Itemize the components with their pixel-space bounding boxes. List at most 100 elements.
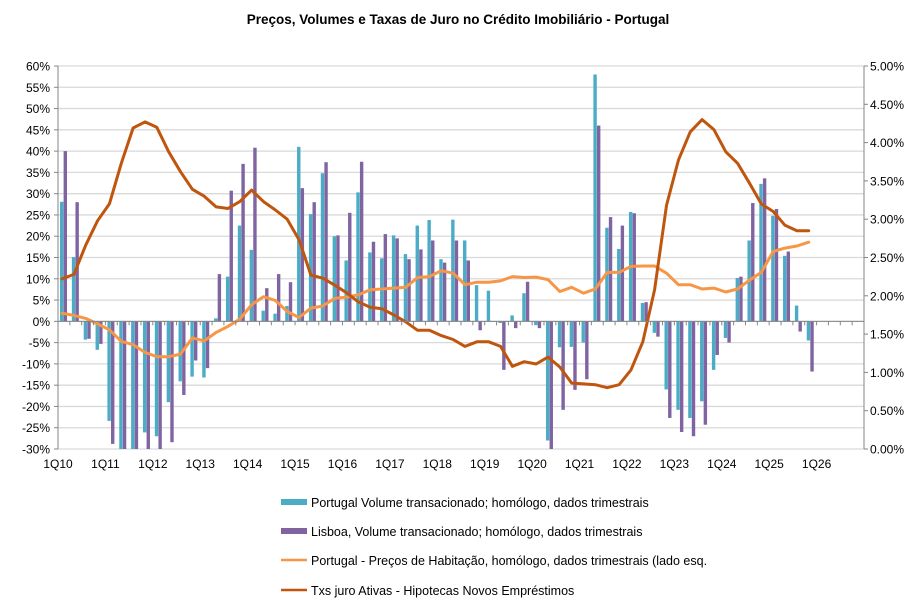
left-tick-label: -5% [29, 336, 51, 350]
bar-lisboa [597, 126, 600, 322]
bar-portugal [392, 235, 395, 321]
bar-lisboa [336, 235, 339, 321]
legend-label: Portugal Volume transacionado; homólogo,… [311, 496, 649, 510]
bar-lisboa [514, 321, 517, 328]
bar-portugal [593, 75, 596, 322]
bar-lisboa [751, 203, 754, 321]
bar-lisboa [253, 148, 256, 322]
bar-portugal [783, 256, 786, 322]
bar-lisboa [478, 321, 481, 330]
bar-portugal [475, 285, 478, 321]
bar-lisboa [360, 162, 363, 322]
x-tick-label: 1Q22 [612, 457, 642, 471]
bar-portugal [771, 216, 774, 322]
x-tick-label: 1Q16 [328, 457, 358, 471]
bar-lisboa [739, 277, 742, 322]
bar-portugal [451, 220, 454, 322]
bar-lisboa [170, 321, 173, 442]
bar-lisboa [668, 321, 671, 418]
bar-lisboa [218, 274, 221, 321]
bar-lisboa [87, 321, 90, 338]
bar-lisboa [573, 321, 576, 390]
bar-lisboa [727, 321, 730, 342]
bar-lisboa [609, 217, 612, 321]
bar-portugal [72, 257, 75, 321]
left-tick-label: 40% [26, 145, 50, 159]
bar-lisboa [324, 162, 327, 321]
right-axis-tick-labels: 0.00%0.50%1.00%1.50%2.00%2.50%3.00%3.50%… [870, 60, 904, 457]
bar-portugal [226, 277, 229, 322]
bar-lisboa [348, 213, 351, 322]
bar-portugal [427, 220, 430, 321]
bar-portugal [795, 306, 798, 322]
left-tick-label: 35% [26, 166, 50, 180]
bar-lisboa [775, 209, 778, 321]
bar-portugal [522, 293, 525, 321]
bar-portugal [534, 321, 537, 325]
bar-lisboa [182, 321, 185, 395]
bar-portugal [321, 173, 324, 321]
bar-lisboa [538, 321, 541, 328]
bar-lisboa [395, 238, 398, 321]
bar-portugal [712, 321, 715, 370]
bar-portugal [202, 321, 205, 377]
left-tick-label: 10% [26, 272, 50, 286]
bar-lisboa [692, 321, 695, 436]
legend-label: Portugal - Preços de Habitação, homólogo… [311, 554, 707, 568]
left-tick-label: 25% [26, 208, 50, 222]
bar-lisboa [407, 259, 410, 321]
bar-portugal [736, 278, 739, 321]
bar-lisboa [64, 151, 67, 321]
bar-portugal [131, 321, 134, 449]
bar-portugal [665, 321, 668, 389]
bar-portugal [439, 259, 442, 321]
x-tick-label: 1Q13 [186, 457, 216, 471]
right-tick-label: 0.00% [870, 443, 904, 457]
x-tick-label: 1Q17 [375, 457, 405, 471]
bar-portugal [238, 226, 241, 322]
left-tick-label: 60% [26, 60, 50, 74]
bar-portugal [262, 311, 265, 322]
bar-portugal [582, 321, 585, 342]
left-tick-label: 20% [26, 230, 50, 244]
bar-lisboa [277, 274, 280, 321]
bar-lisboa [289, 282, 292, 321]
bar-portugal [463, 240, 466, 321]
right-tick-label: 3.00% [870, 213, 904, 227]
bar-lisboa [467, 260, 470, 321]
chart-title: Preços, Volumes e Taxas de Juro no Crédi… [247, 12, 670, 27]
legend-swatch-1 [281, 528, 307, 534]
bar-portugal [641, 303, 644, 321]
bar-lisboa [313, 202, 316, 321]
left-tick-label: 45% [26, 123, 50, 137]
x-tick-label: 1Q11 [91, 457, 120, 471]
bar-lisboa [135, 321, 138, 449]
lines [62, 120, 809, 388]
right-tick-label: 2.50% [870, 251, 904, 265]
x-tick-label: 1Q25 [754, 457, 784, 471]
bar-portugal [676, 321, 679, 410]
left-tick-label: 5% [33, 294, 51, 308]
bar-portugal [570, 321, 573, 347]
bar-lisboa [372, 242, 375, 322]
legend: Portugal Volume transacionado; homólogo,… [281, 496, 707, 598]
x-tick-label: 1Q14 [233, 457, 263, 471]
bar-lisboa [550, 321, 553, 449]
x-tick-label: 1Q26 [802, 457, 832, 471]
gridlines [58, 66, 864, 449]
bar-portugal [807, 321, 810, 340]
bar-lisboa [704, 321, 707, 424]
bar-lisboa [585, 321, 588, 379]
left-tick-label: -15% [22, 379, 50, 393]
bar-lisboa [111, 321, 114, 444]
bar-lisboa [561, 321, 564, 410]
bars [60, 75, 814, 449]
left-tick-label: -10% [22, 357, 50, 371]
left-tick-label: 0% [33, 315, 51, 329]
bar-portugal [700, 321, 703, 401]
bar-lisboa [798, 321, 801, 331]
bar-lisboa [419, 249, 422, 321]
bar-portugal [688, 321, 691, 418]
right-tick-label: 5.00% [870, 60, 904, 74]
